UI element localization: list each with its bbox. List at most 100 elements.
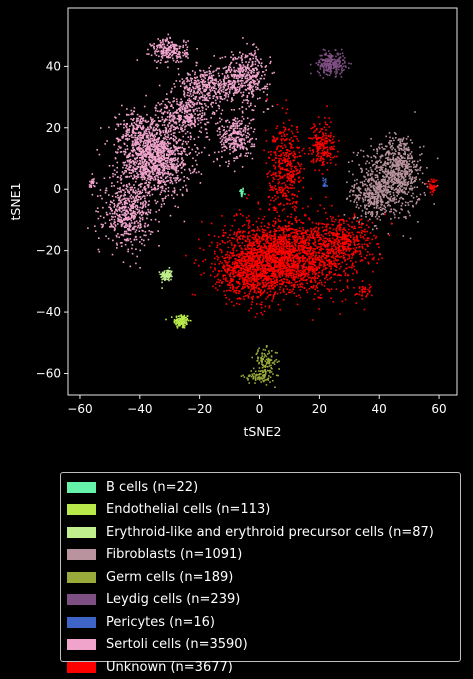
data-point <box>246 87 249 90</box>
data-point <box>221 156 223 158</box>
data-point <box>188 89 190 92</box>
data-point <box>260 381 262 383</box>
data-point <box>226 88 229 90</box>
data-point <box>403 216 405 218</box>
data-point <box>160 171 162 174</box>
data-point <box>151 166 154 168</box>
data-point <box>134 212 136 215</box>
data-point <box>196 110 199 112</box>
data-point <box>162 152 164 154</box>
data-point <box>198 152 200 154</box>
data-point <box>167 55 170 57</box>
data-point <box>389 191 392 193</box>
data-point <box>377 189 379 191</box>
data-point <box>129 218 132 220</box>
data-point <box>409 152 412 155</box>
data-point <box>112 239 114 242</box>
data-point <box>148 53 150 55</box>
data-point <box>378 185 381 187</box>
data-point <box>236 122 239 125</box>
data-point <box>409 214 411 217</box>
data-point <box>372 184 374 187</box>
data-point <box>369 178 371 180</box>
data-point <box>385 194 387 196</box>
data-point <box>185 44 187 46</box>
data-point <box>111 253 114 256</box>
data-point <box>410 187 412 190</box>
data-point <box>427 180 430 183</box>
data-point <box>231 84 234 87</box>
data-point <box>377 185 379 188</box>
data-point <box>153 176 156 178</box>
data-point <box>233 109 235 111</box>
data-point <box>200 126 203 129</box>
data-point <box>134 164 136 166</box>
data-point <box>145 212 147 215</box>
data-point <box>246 56 248 58</box>
data-point <box>156 50 158 53</box>
data-point <box>376 176 379 179</box>
data-point <box>231 88 233 90</box>
data-point <box>345 66 347 68</box>
data-point <box>235 138 237 140</box>
data-point <box>211 75 213 77</box>
data-point <box>144 148 147 150</box>
data-point <box>149 165 151 168</box>
data-point <box>180 162 182 165</box>
data-point <box>194 79 197 82</box>
data-point <box>167 40 170 43</box>
data-point <box>213 70 215 73</box>
data-point <box>179 45 182 48</box>
data-point <box>400 143 402 145</box>
data-point <box>154 51 156 53</box>
data-point <box>159 180 161 182</box>
data-point <box>214 78 217 81</box>
data-point <box>233 160 236 162</box>
data-point <box>152 153 154 155</box>
data-point <box>265 69 267 71</box>
data-point <box>154 189 156 191</box>
data-point <box>367 174 369 177</box>
data-point <box>334 71 336 73</box>
data-point <box>119 188 121 190</box>
data-point <box>158 128 161 131</box>
data-point <box>270 359 273 361</box>
data-point <box>370 192 372 194</box>
data-point <box>127 133 129 136</box>
data-point <box>149 151 152 153</box>
data-point <box>417 172 419 175</box>
data-point <box>168 155 170 157</box>
data-point <box>109 206 112 209</box>
data-point <box>266 361 268 363</box>
data-point <box>406 173 409 175</box>
data-point <box>387 204 389 207</box>
data-point <box>232 92 235 95</box>
data-point <box>210 72 212 75</box>
data-point <box>125 226 128 228</box>
data-point <box>251 157 254 160</box>
data-point <box>383 189 386 191</box>
data-point <box>246 75 248 77</box>
data-point <box>140 122 143 125</box>
data-point <box>408 166 410 168</box>
data-point <box>151 173 154 175</box>
data-point <box>177 61 180 63</box>
data-point <box>208 86 210 89</box>
data-point <box>419 167 421 169</box>
data-point <box>152 120 155 123</box>
data-point <box>375 225 377 227</box>
data-point <box>162 141 164 144</box>
data-point <box>202 99 204 101</box>
data-point <box>270 355 273 357</box>
data-point <box>171 124 173 126</box>
data-point <box>330 54 332 56</box>
data-point <box>231 138 234 141</box>
data-point <box>204 99 206 102</box>
data-point <box>166 159 169 162</box>
data-point <box>396 158 398 161</box>
data-point <box>167 125 170 128</box>
data-point <box>116 244 118 246</box>
data-point <box>176 325 178 328</box>
data-point <box>123 209 126 211</box>
series-points <box>240 345 280 388</box>
